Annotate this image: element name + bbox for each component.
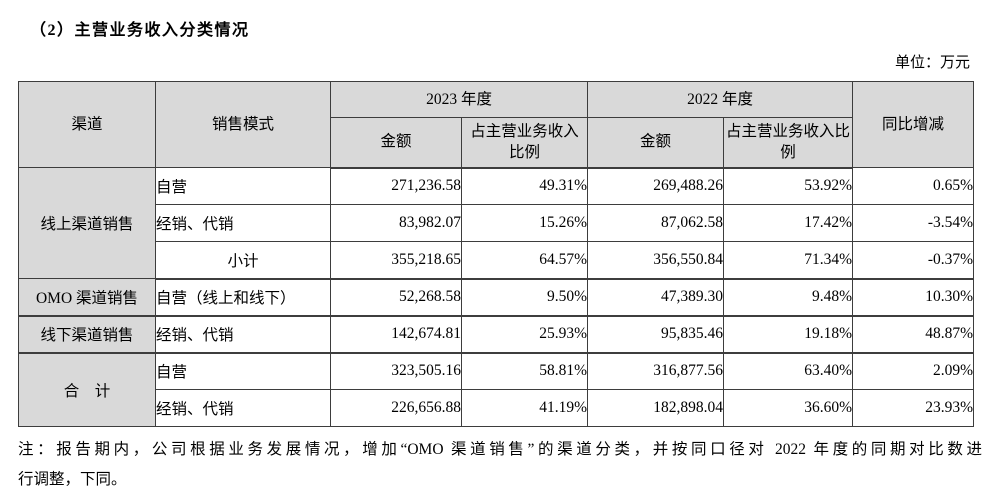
table-row-total: 经销、代销 226,656.88 41.19% 182,898.04 36.60… [19, 389, 975, 427]
yoy-cell: 10.30% [852, 278, 975, 317]
header-amount-2023: 金额 [330, 117, 462, 169]
ratio-2022-cell: 71.34% [723, 241, 854, 280]
header-row-1: 渠道 销售模式 2023 年度 2022 年度 同比增减 [18, 81, 975, 168]
unit-label: 单位：万元 [894, 55, 970, 71]
amount-2023-cell: 142,674.81 [330, 315, 462, 354]
header-row-2: 金额 占主营业务收入比例 金额 占主营业务收入比例 [19, 117, 974, 169]
amount-2023-cell: 271,236.58 [330, 167, 462, 205]
ratio-2022-cell: 9.48% [723, 278, 854, 317]
channel-cell-omo: OMO 渠道销售 [18, 278, 156, 317]
ratio-2023-cell: 15.26% [460, 204, 589, 242]
sales-mode-cell: 自营 [155, 167, 331, 205]
amount-2022-cell: 47,389.30 [587, 278, 725, 317]
footnote-line-1: 注：报告期内，公司根据业务发展情况，增加“OMO 渠道销售”的渠道分类，并按同口… [18, 441, 982, 458]
table-row: OMO 渠道销售 自营（线上和线下） 52,268.58 9.50% 47,38… [18, 278, 975, 317]
yoy-cell: -3.54% [852, 204, 975, 242]
sales-mode-cell: 经销、代销 [155, 315, 331, 354]
header-ratio-2023: 占主营业务收入比例 [460, 117, 589, 169]
sales-mode-cell: 经销、代销 [155, 204, 331, 242]
table-row-subtotal: 小计 355,218.65 64.57% 356,550.84 71.34% -… [19, 241, 975, 280]
ratio-2022-cell: 17.42% [723, 204, 854, 242]
header-channel: 渠道 [18, 81, 156, 168]
amount-2022-cell: 356,550.84 [587, 241, 725, 280]
amount-2022-cell: 182,898.04 [587, 389, 725, 427]
yoy-cell: 48.87% [852, 315, 975, 354]
table-row-total: 合 计 自营 323,505.16 58.81% 316,877.56 63.4… [18, 352, 975, 427]
yoy-cell: 23.93% [852, 389, 975, 427]
channel-cell-online: 线上渠道销售 [18, 167, 156, 279]
amount-2023-cell: 52,268.58 [330, 278, 462, 317]
table-row: 线上渠道销售 自营 271,236.58 49.31% 269,488.26 5… [18, 167, 975, 279]
amount-2022-cell: 269,488.26 [587, 167, 725, 205]
section-title: （2）主营业务收入分类情况 [30, 22, 250, 39]
yoy-cell: -0.37% [852, 241, 975, 280]
unit-row: 单位：万元 [18, 55, 982, 71]
header-yoy: 同比增减 [852, 81, 975, 168]
amount-2022-cell: 87,062.58 [587, 204, 725, 242]
ratio-2023-cell: 25.93% [460, 315, 589, 354]
channel-cell-total: 合 计 [18, 352, 156, 427]
ratio-2022-cell: 63.40% [723, 352, 854, 390]
ratio-2022-cell: 36.60% [723, 389, 854, 427]
table-row: 经销、代销 83,982.07 15.26% 87,062.58 17.42% … [19, 204, 975, 242]
header-sales-mode: 销售模式 [155, 81, 331, 168]
header-year-2023: 2023 年度 [329, 81, 589, 118]
sales-mode-cell: 自营（线上和线下） [155, 278, 331, 317]
ratio-2023-cell: 49.31% [460, 167, 589, 205]
ratio-2022-cell: 19.18% [723, 315, 854, 354]
table-row: 线下渠道销售 经销、代销 142,674.81 25.93% 95,835.46… [18, 315, 975, 354]
amount-2023-cell: 323,505.16 [330, 352, 462, 390]
header-year-2022: 2022 年度 [587, 81, 854, 118]
sales-mode-cell: 经销、代销 [155, 389, 331, 427]
amount-2023-cell: 226,656.88 [330, 389, 462, 427]
yoy-cell: 0.65% [852, 167, 975, 205]
footnote-line-2: 行调整，下同。 [18, 471, 127, 488]
revenue-classification-table: 渠道 销售模式 2023 年度 2022 年度 同比增减 金额 占主营业务收入比… [18, 81, 975, 427]
ratio-2023-cell: 58.81% [460, 352, 589, 390]
amount-2022-cell: 95,835.46 [587, 315, 725, 354]
sales-mode-cell-subtotal: 小计 [155, 241, 331, 280]
ratio-2023-cell: 9.50% [460, 278, 589, 317]
amount-2022-cell: 316,877.56 [587, 352, 725, 390]
ratio-2023-cell: 64.57% [460, 241, 589, 280]
channel-cell-offline: 线下渠道销售 [18, 315, 156, 354]
footnote: 注：报告期内，公司根据业务发展情况，增加“OMO 渠道销售”的渠道分类，并按同口… [18, 435, 982, 492]
yoy-cell: 2.09% [852, 352, 975, 390]
sales-mode-cell: 自营 [155, 352, 331, 390]
ratio-2022-cell: 53.92% [723, 167, 854, 205]
amount-2023-cell: 355,218.65 [330, 241, 462, 280]
header-ratio-2022: 占主营业务收入比例 [723, 117, 854, 169]
header-amount-2022: 金额 [587, 117, 725, 169]
amount-2023-cell: 83,982.07 [330, 204, 462, 242]
ratio-2023-cell: 41.19% [460, 389, 589, 427]
